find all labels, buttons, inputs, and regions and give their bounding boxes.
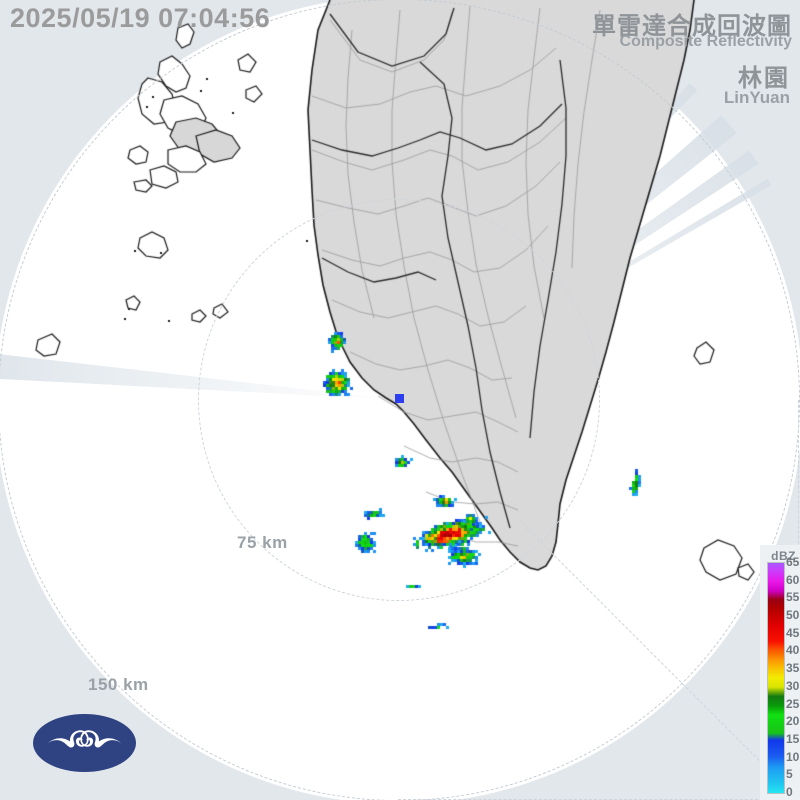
timestamp-label: 2025/05/19 07:04:56 [10, 3, 271, 33]
range-label-75km: 75 km [237, 533, 288, 552]
colorbar-tick-0: 0 [786, 785, 793, 799]
colorbar-tick-30: 30 [786, 678, 800, 693]
colorbar-unit-label: dBZ [771, 549, 796, 563]
product-title-zh: 單雷達合成回波圖 [592, 13, 792, 40]
colorbar-tick-10: 10 [786, 749, 800, 764]
station-name-en: LinYuan [723, 88, 790, 107]
colorbar-tick-25: 25 [786, 696, 800, 711]
colorbar-tick-65: 65 [786, 555, 800, 569]
colorbar-tick-40: 40 [786, 643, 800, 658]
colorbar-tick-50: 50 [786, 608, 800, 623]
colorbar-gradient [767, 562, 785, 794]
cwa-logo [33, 714, 136, 772]
colorbar-tick-55: 55 [786, 590, 800, 605]
colorbar-tick-20: 20 [786, 714, 800, 729]
colorbar-tick-45: 45 [786, 625, 800, 640]
product-title-en: Composite Reflectivity [619, 33, 792, 50]
station-name-zh: 林園 [738, 65, 790, 92]
colorbar-tick-35: 35 [786, 661, 800, 676]
colorbar-tick-60: 60 [786, 572, 800, 587]
range-label-150km: 150 km [88, 675, 149, 694]
radar-site-marker [395, 394, 404, 403]
colorbar-tick-15: 15 [786, 731, 800, 746]
colorbar-tick-5: 5 [786, 767, 793, 782]
